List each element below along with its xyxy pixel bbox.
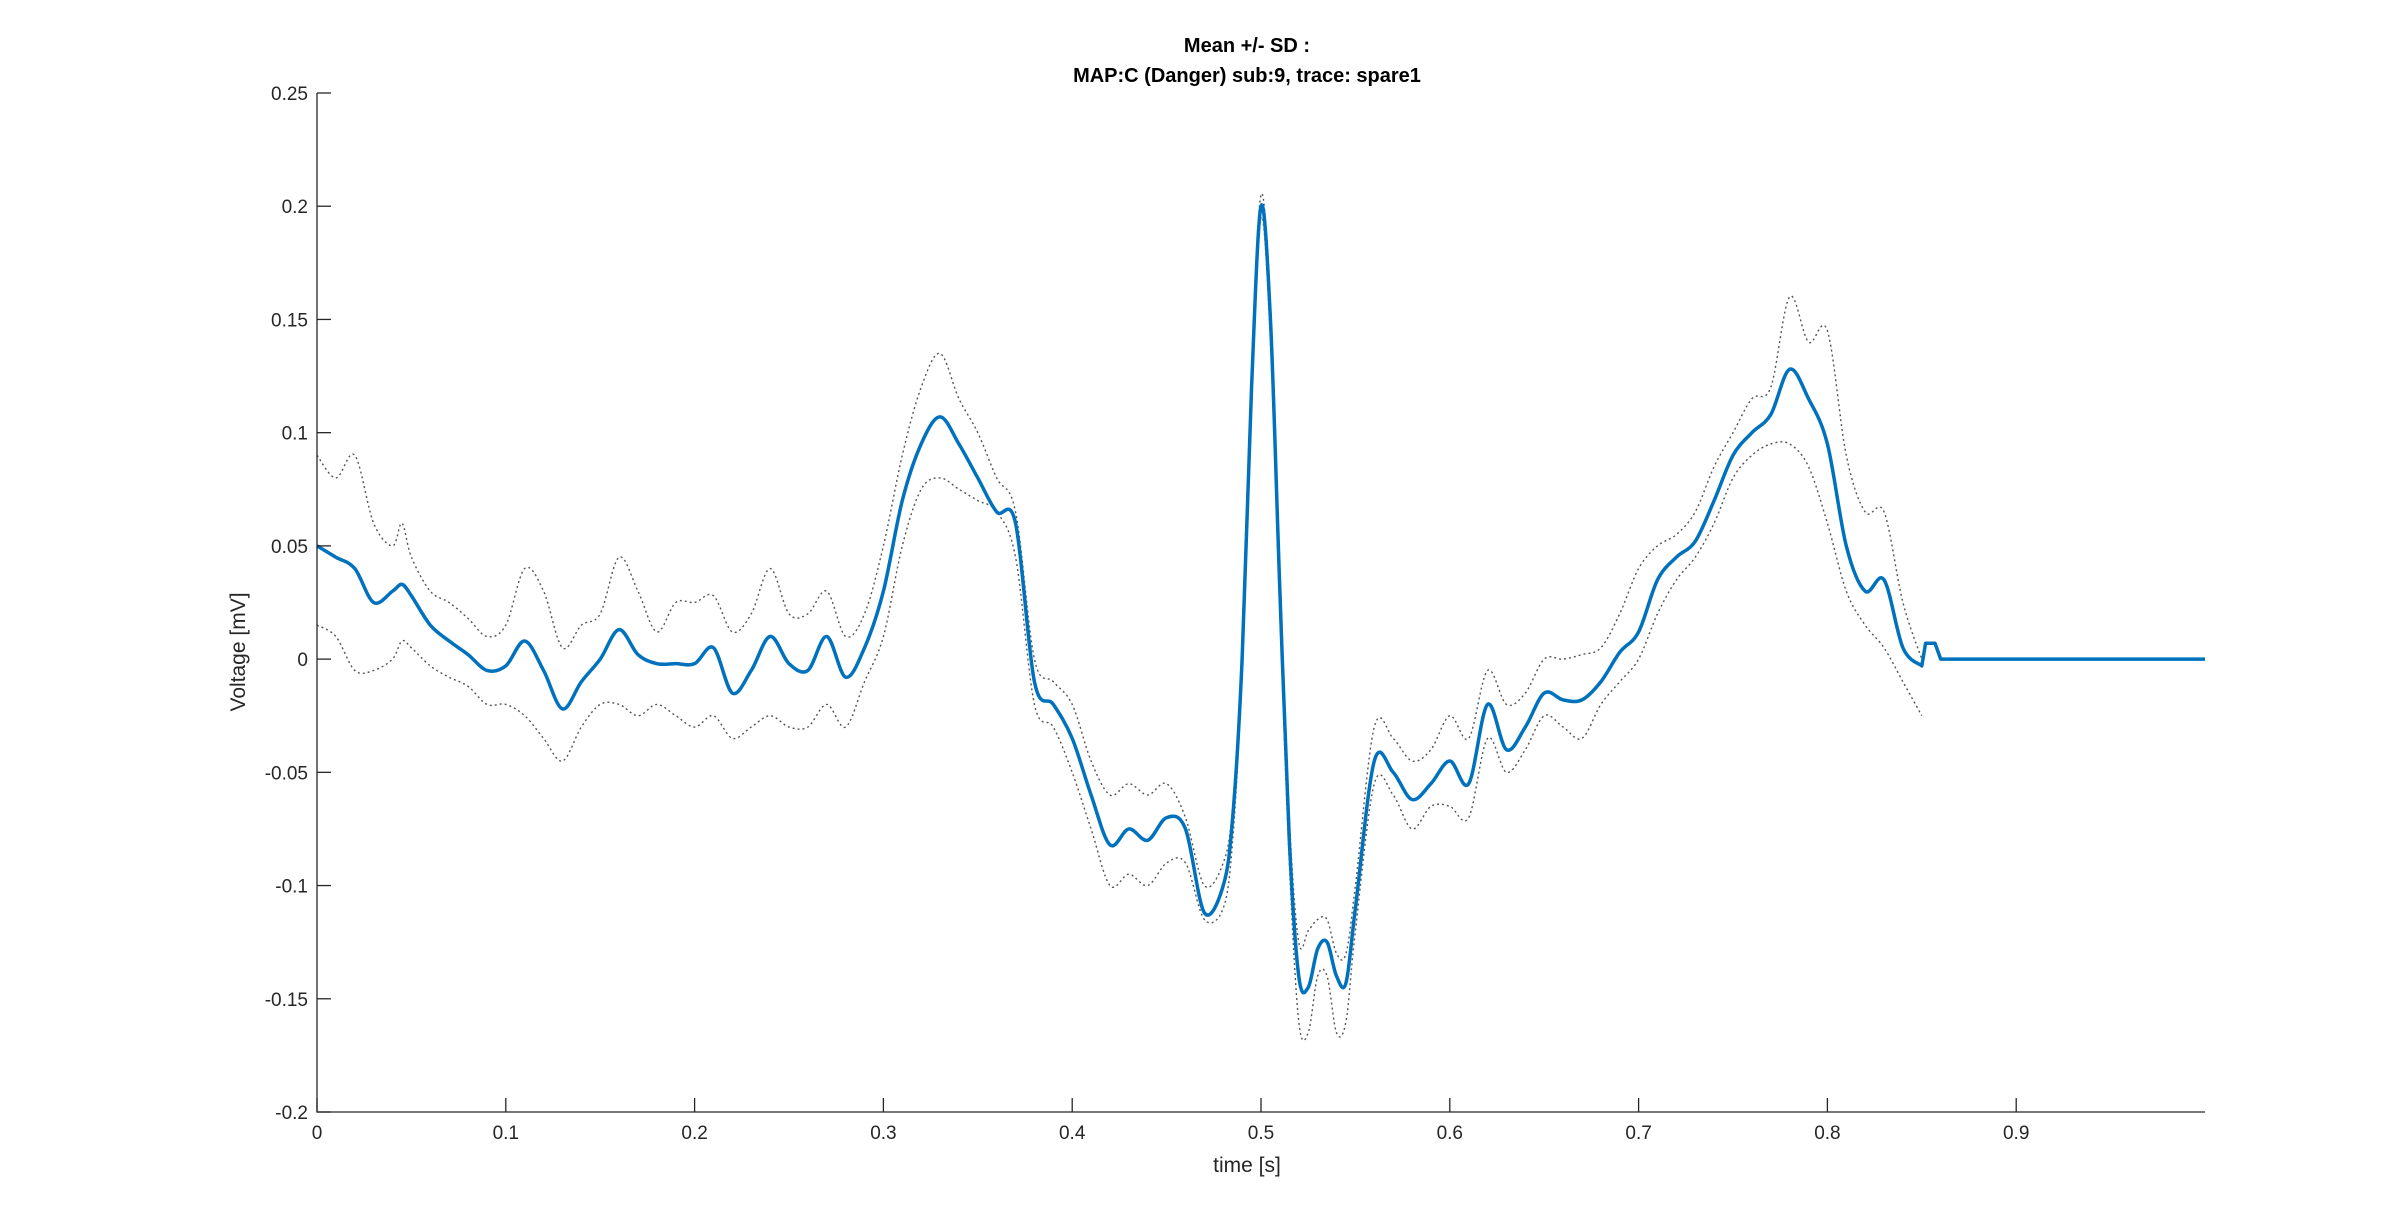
y-tick-label: 0.15 [271, 310, 308, 331]
x-tick-label: 0.1 [493, 1123, 519, 1144]
x-axis-ticks: 0 0.1 0.2 0.3 0.4 0.5 0.6 0.7 0.8 0.9 [312, 1098, 2029, 1144]
y-tick-label: -0.05 [265, 763, 308, 784]
x-tick-label: 0.7 [1625, 1123, 1651, 1144]
y-tick-label: -0.15 [265, 990, 308, 1011]
x-tick-label: 0.3 [870, 1123, 896, 1144]
y-tick-label: 0.05 [271, 537, 308, 558]
x-axis-label: time [s] [1213, 1154, 1281, 1177]
x-tick-label: 0.8 [1814, 1123, 1840, 1144]
y-tick-label: 0.2 [282, 197, 308, 218]
x-tick-label: 0.5 [1248, 1123, 1274, 1144]
chart-title-line-2: MAP:C (Danger) sub:9, trace: spare1 [1073, 65, 1421, 87]
y-tick-label: 0 [297, 650, 308, 671]
x-tick-label: 0.4 [1059, 1123, 1086, 1144]
series-layer [316, 192, 2205, 1042]
x-tick-label: 0.2 [681, 1123, 707, 1144]
y-tick-label: 0.1 [282, 424, 308, 445]
y-axis-ticks: -0.2 -0.15 -0.1 -0.05 0 0.05 0.1 0.15 0.2 0.25 [265, 84, 331, 1124]
x-tick-label: 0 [312, 1123, 323, 1144]
mean-line [316, 203, 2205, 995]
chart-title-line-1: Mean +/- SD : [1184, 35, 1310, 57]
plot-area: 0 0.1 0.2 0.3 0.4 0.5 0.6 0.7 0.8 0.9 -0.2-0.15-0… [265, 84, 2205, 1144]
sd-upper-line [316, 192, 1923, 961]
y-axis-label: Voltage [mV] [227, 592, 250, 711]
x-tick-label: 0.6 [1437, 1123, 1463, 1144]
y-tick-label: 0.25 [271, 84, 308, 105]
x-tick-label: 0.9 [2003, 1123, 2029, 1144]
y-tick-label: -0.1 [275, 877, 308, 898]
y-tick-label: -0.2 [275, 1103, 308, 1124]
